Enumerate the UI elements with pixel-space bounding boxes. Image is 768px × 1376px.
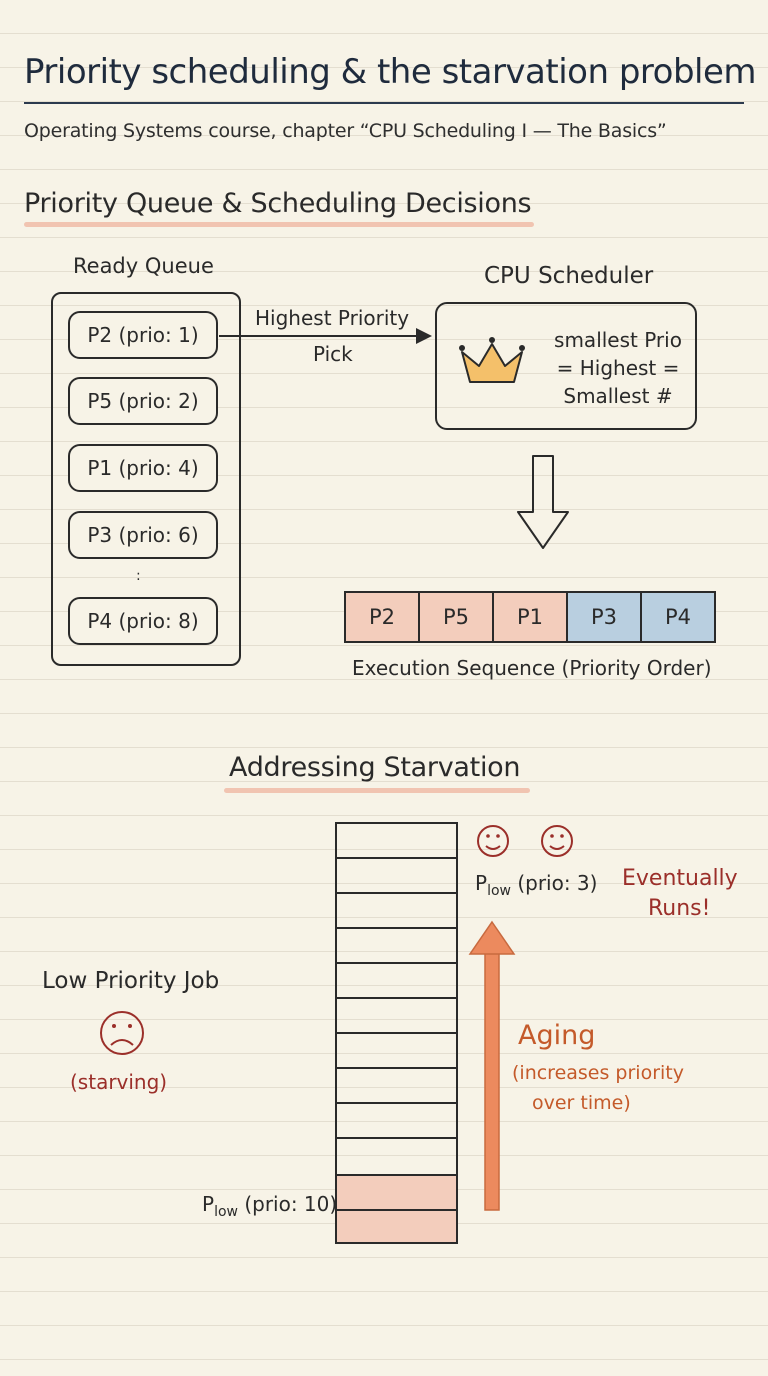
tower-row-line [337, 1209, 456, 1211]
down-arrow-icon [517, 455, 569, 549]
crown-icon [459, 337, 525, 383]
runs-label: Runs! [648, 896, 711, 921]
sequence-cell: P5 [420, 593, 494, 641]
process-p3: P3 (prio: 6) [68, 511, 218, 559]
tower-row-line [337, 1032, 456, 1034]
tower-row-line [337, 857, 456, 859]
sequence-cell: P4 [642, 593, 714, 641]
aging-arrow-shaft [484, 949, 500, 1211]
aging-note-line2: over time) [532, 1092, 631, 1114]
ready-queue-box [51, 292, 241, 666]
eventually-label: Eventually [622, 866, 738, 891]
pick-arrowhead [416, 328, 432, 344]
pick-label-line1: Highest Priority [255, 306, 410, 330]
execution-sequence-label: Execution Sequence (Priority Order) [352, 656, 712, 680]
page-subtitle: Operating Systems course, chapter “CPU S… [24, 120, 667, 142]
starving-label: (starving) [70, 1070, 168, 1094]
p-low-bottom-label: Plow (prio: 10) [202, 1192, 337, 1220]
pick-label-line2: Pick [313, 342, 353, 366]
tower-row-line [337, 1174, 456, 1176]
aging-label: Aging [518, 1020, 596, 1051]
cpu-scheduler-box [435, 302, 697, 430]
sad-face-icon [100, 1011, 144, 1055]
section2-heading: Addressing Starvation [229, 752, 521, 783]
tower-row-line [337, 1067, 456, 1069]
p-low-prio-top: (prio: 3) [510, 871, 598, 895]
execution-sequence: P2 P5 P1 P3 P4 [344, 591, 716, 643]
process-p2: P2 (prio: 1) [68, 311, 218, 359]
page-title: Priority scheduling & the starvation pro… [24, 52, 757, 92]
cpu-scheduler-label: CPU Scheduler [484, 263, 654, 289]
p-low-subscript: low [487, 882, 511, 899]
scheduler-note: smallest Prio = Highest = Smallest # [548, 326, 688, 410]
tower-row-line [337, 997, 456, 999]
process-p4: P4 (prio: 8) [68, 597, 218, 645]
aging-note-line1: (increases priority [512, 1062, 684, 1084]
section1-underline [24, 222, 534, 227]
section1-heading: Priority Queue & Scheduling Decisions [24, 188, 532, 219]
sequence-cell: P2 [346, 593, 420, 641]
ready-queue-label: Ready Queue [73, 254, 214, 278]
sequence-cell: P1 [494, 593, 568, 641]
p-low-prio-bottom: (prio: 10) [237, 1192, 338, 1216]
smiley-face-icon [541, 825, 573, 857]
p-low-letter: P [202, 1192, 215, 1216]
section2-underline [224, 788, 530, 793]
queue-ellipsis: : [136, 568, 141, 584]
p-low-top-label: Plow (prio: 3) [475, 871, 597, 899]
tower-row-line [337, 962, 456, 964]
up-arrow-icon [468, 920, 516, 955]
p-low-letter: P [475, 871, 488, 895]
tower-row-line [337, 1137, 456, 1139]
sequence-cell: P3 [568, 593, 642, 641]
title-divider [24, 102, 744, 104]
smiley-face-icon [477, 825, 509, 857]
scheduler-note-line: smallest Prio [554, 328, 682, 352]
priority-tower [335, 822, 458, 1244]
process-p1: P1 (prio: 4) [68, 444, 218, 492]
tower-row-line [337, 1102, 456, 1104]
p-low-subscript: low [214, 1203, 238, 1220]
low-priority-job-label: Low Priority Job [42, 968, 220, 994]
tower-row-line [337, 892, 456, 894]
tower-row-line [337, 927, 456, 929]
process-p5: P5 (prio: 2) [68, 377, 218, 425]
scheduler-note-line: = Highest = [556, 356, 680, 380]
scheduler-note-line: Smallest # [563, 384, 673, 408]
